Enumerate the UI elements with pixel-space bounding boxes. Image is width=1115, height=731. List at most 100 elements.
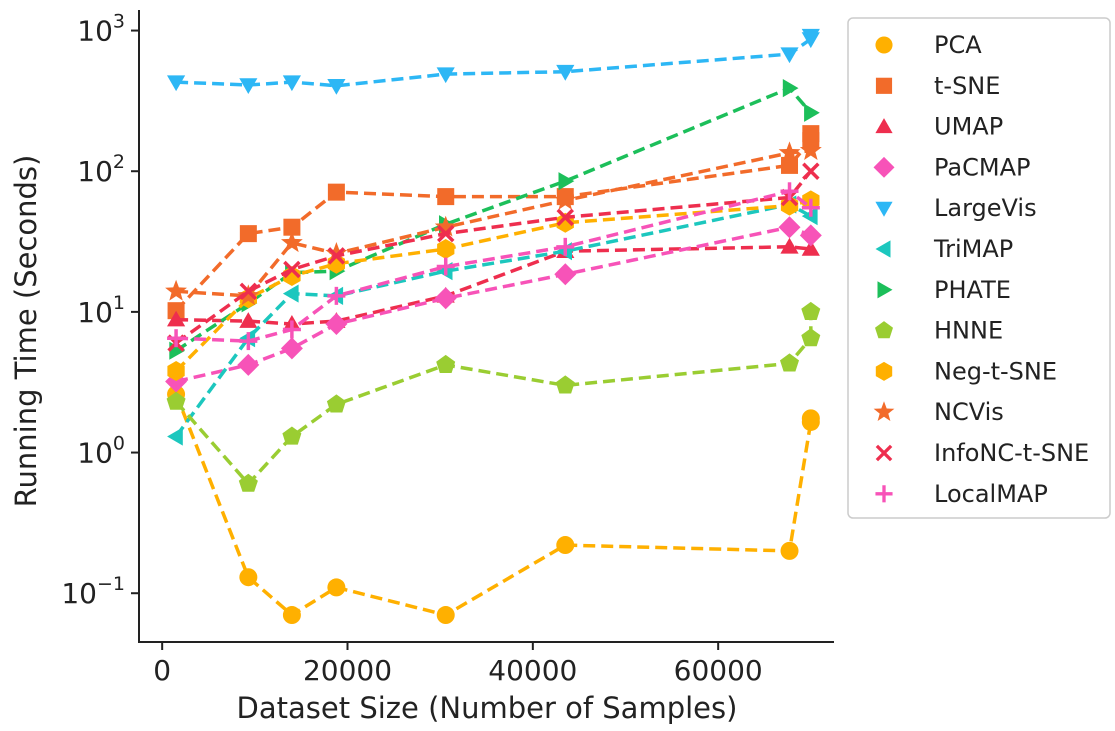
legend-marker-ncvis xyxy=(873,401,895,421)
data-point-hnne-1 xyxy=(238,473,258,492)
series-ncvis xyxy=(165,139,822,306)
legend-marker-phate xyxy=(877,281,893,299)
legend-marker-t-sne xyxy=(875,77,893,94)
data-point-hnne-extra-0 xyxy=(801,301,821,320)
data-point-pca-extra-0 xyxy=(801,409,820,428)
data-point-umap-1 xyxy=(239,312,258,328)
legend-marker-infonc-t-sne xyxy=(875,444,893,462)
data-point-pca-1 xyxy=(239,568,258,587)
legend-frame xyxy=(847,17,1111,519)
data-point-t-sne-2 xyxy=(283,218,301,236)
data-point-pacmap-7 xyxy=(799,224,822,247)
data-point-localmap-1 xyxy=(239,332,258,351)
legend-label-infonc-t-sne: InfoNC-t-SNE xyxy=(934,439,1089,467)
data-point-ncvis-1 xyxy=(237,284,260,306)
data-point-largevis-5 xyxy=(556,64,575,81)
data-point-phate-5 xyxy=(558,172,575,191)
data-point-localmap-3 xyxy=(327,286,346,305)
data-point-hnne-0 xyxy=(166,391,186,410)
data-point-t-sne-6 xyxy=(781,156,799,174)
series-hnne xyxy=(166,301,821,492)
series-line-hnne xyxy=(174,337,813,487)
data-point-ncvis-0 xyxy=(165,279,187,301)
data-point-ncvis-7 xyxy=(799,139,822,160)
legend-label-neg-t-sne: Neg-t-SNE xyxy=(934,357,1057,385)
data-point-t-sne-3 xyxy=(327,183,345,201)
data-point-umap-0 xyxy=(167,310,186,327)
series-line-ncvis xyxy=(175,148,811,298)
series-trimap xyxy=(167,195,818,446)
data-point-largevis-3 xyxy=(327,79,346,95)
x-tick-label-3: 60000 xyxy=(674,654,763,687)
legend-label-t-sne: t-SNE xyxy=(934,72,1000,100)
x-tick-label-1: 20000 xyxy=(303,654,392,687)
data-point-hnne-4 xyxy=(436,354,456,373)
y-tick-label-1: 100 xyxy=(77,433,125,470)
ticks: 0 20000 40000 60000 10−1 100 101 102 103 xyxy=(61,11,762,687)
data-point-pacmap-2 xyxy=(280,337,303,360)
legend-marker-hnne xyxy=(875,321,893,339)
legend-label-phate: PHATE xyxy=(934,276,1011,304)
series-largevis xyxy=(167,28,820,95)
series-umap xyxy=(167,237,820,331)
data-point-phate-7 xyxy=(804,103,820,122)
data-point-hnne-2 xyxy=(282,426,302,445)
series-line-trimap xyxy=(174,202,812,438)
data-point-localmap-0 xyxy=(167,329,186,348)
data-point-t-sne-1 xyxy=(239,225,257,243)
data-point-pca-4 xyxy=(436,606,455,625)
legend-marker-pca xyxy=(875,36,893,54)
data-point-hnne-5 xyxy=(555,375,575,394)
data-point-pca-3 xyxy=(327,578,346,597)
data-point-pca-2 xyxy=(282,606,301,625)
data-point-umap-6 xyxy=(780,237,799,254)
data-point-largevis-4 xyxy=(436,67,455,84)
data-point-neg-t-sne-4 xyxy=(437,239,455,259)
y-tick-label-4: 103 xyxy=(77,11,125,48)
data-point-ncvis-2 xyxy=(281,231,303,253)
y-tick-label-0: 10−1 xyxy=(61,573,125,610)
legend-marker-trimap xyxy=(875,240,891,258)
data-point-largevis-2 xyxy=(282,75,301,92)
data-point-ncvis-6 xyxy=(778,141,801,163)
data-point-ncvis-3 xyxy=(325,242,348,263)
data-point-infonc-t-sne-1 xyxy=(239,282,258,301)
data-point-trimap-2 xyxy=(282,284,299,303)
data-point-neg-t-sne-0 xyxy=(167,361,185,381)
data-point-hnne-6 xyxy=(780,353,799,372)
x-tick-label-2: 40000 xyxy=(488,654,577,687)
data-point-pacmap-6 xyxy=(778,216,801,239)
y-tick-label-3: 102 xyxy=(77,151,125,188)
series-pca xyxy=(167,385,820,625)
series-line-localmap xyxy=(176,189,812,343)
data-point-localmap-7 xyxy=(801,198,820,217)
legend-label-ncvis: NCVis xyxy=(934,398,1004,426)
x-axis-label: Dataset Size (Number of Samples) xyxy=(237,691,738,725)
legend-label-trimap: TriMAP xyxy=(933,235,1013,263)
data-point-infonc-t-sne-3 xyxy=(327,247,346,265)
data-point-localmap-5 xyxy=(556,237,575,256)
series-pacmap xyxy=(165,216,822,393)
data-point-pacmap-1 xyxy=(237,353,260,376)
data-point-t-sne-0 xyxy=(167,302,185,320)
series-localmap xyxy=(167,182,820,351)
legend: PCA t-SNE UMAP PaCMAP LargeVis TriMAP PHATE HNN… xyxy=(847,17,1111,519)
legend-label-umap: UMAP xyxy=(934,113,1003,141)
legend-marker-neg-t-sne xyxy=(875,361,893,381)
data-point-ncvis-5 xyxy=(554,188,577,210)
data-point-infonc-t-sne-2 xyxy=(283,260,301,279)
data-point-t-sne-extra-0 xyxy=(802,125,820,143)
data-point-largevis-extra-0 xyxy=(801,28,820,45)
data-point-ncvis-4 xyxy=(434,215,457,237)
data-point-largevis-0 xyxy=(167,75,186,92)
legend-marker-umap xyxy=(875,118,893,134)
data-point-pca-6 xyxy=(780,541,799,560)
legend-label-localmap: LocalMAP xyxy=(934,480,1048,508)
series-line-largevis xyxy=(176,37,812,88)
data-point-t-sne-4 xyxy=(437,188,455,206)
legend-marker-largevis xyxy=(875,201,893,217)
series-line-pca xyxy=(174,393,813,618)
y-tick-label-2: 101 xyxy=(77,292,125,329)
data-point-pacmap-3 xyxy=(325,313,348,335)
